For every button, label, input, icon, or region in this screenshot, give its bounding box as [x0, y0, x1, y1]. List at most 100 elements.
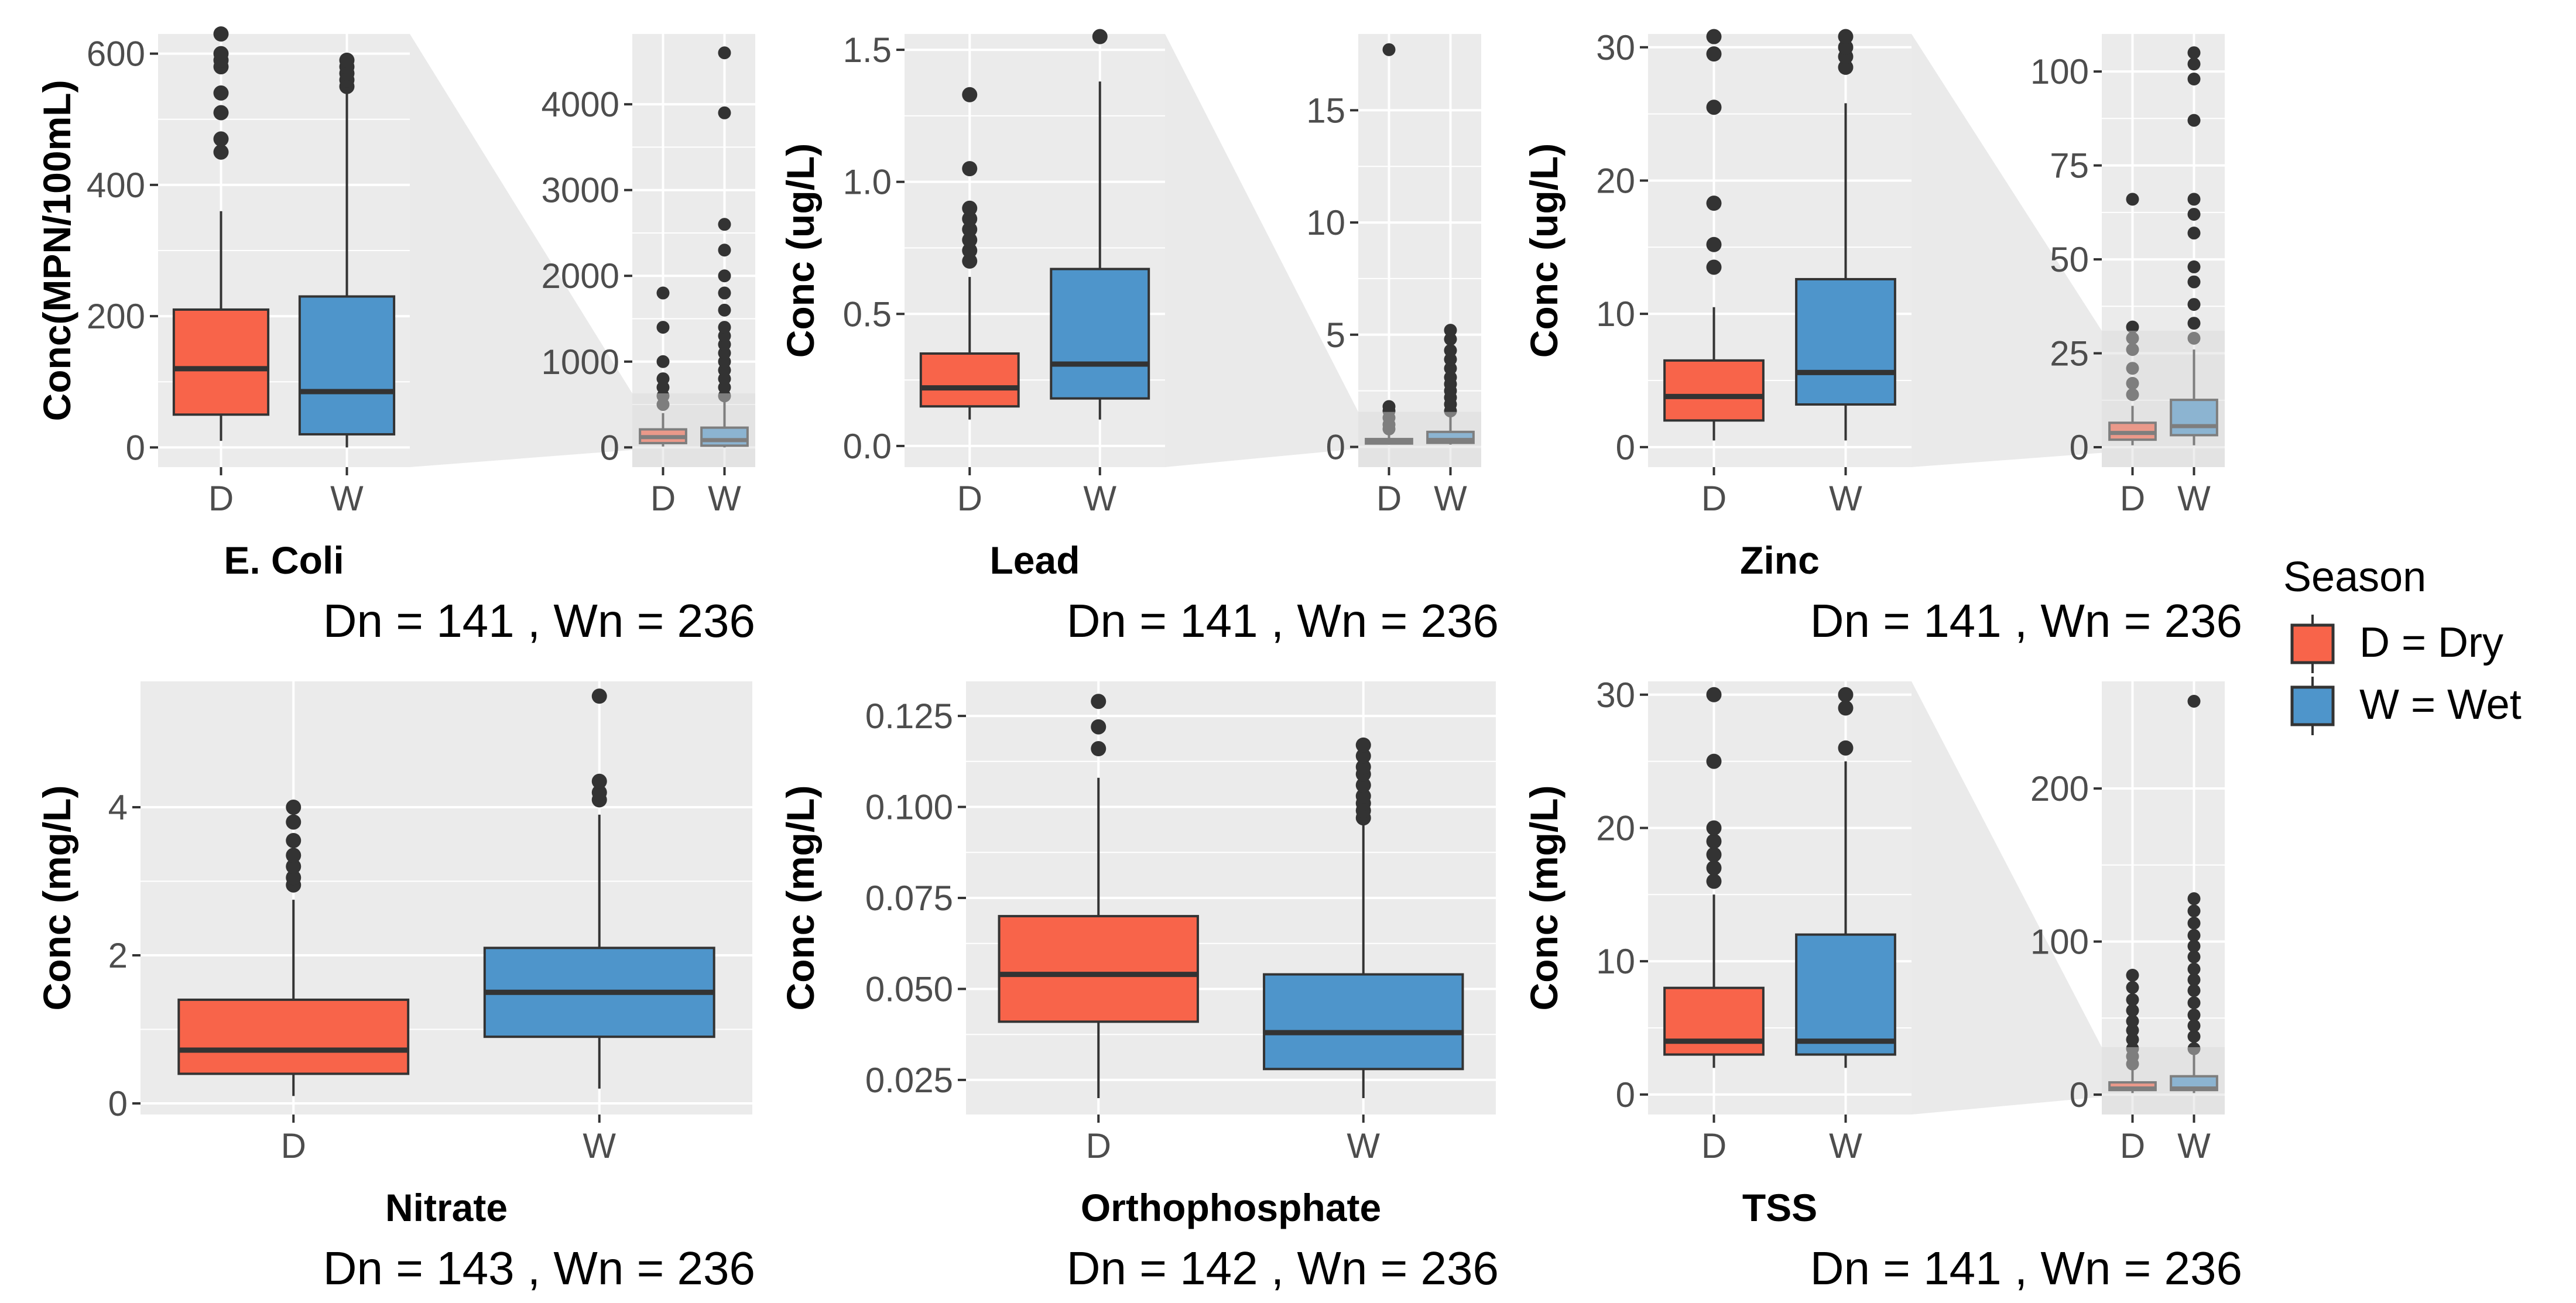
tss-main-outlier-D: [1706, 873, 1722, 889]
zinc-full-outlier-D: [2126, 388, 2139, 402]
ecoli-main-ytick-label: 0: [126, 428, 145, 467]
ortho-sample-count: Dn = 142 , Wn = 236: [1067, 1242, 1499, 1294]
ecoli-full-ytick-label: 1000: [542, 342, 619, 382]
tss-main-outlier-D: [1706, 687, 1722, 702]
zinc-full-xtick-label: D: [2120, 479, 2145, 518]
tss-full-ytick-label: 0: [2070, 1075, 2089, 1115]
ortho-main-outlier-W: [1355, 748, 1371, 764]
tss-full-outlier-W: [2187, 1030, 2201, 1043]
zinc-main-ytick-label: 20: [1596, 161, 1635, 200]
zinc-full-outlier-D: [2126, 320, 2139, 334]
zoom-region-lead: [1358, 412, 1481, 467]
lead-full-outlier-D: [1382, 43, 1396, 56]
nitrate-title: Nitrate: [385, 1186, 508, 1229]
lead-main-box-D: [919, 352, 1020, 408]
nitrate-main-outlier-D: [286, 859, 302, 875]
ecoli-main-ytick-label: 600: [87, 35, 145, 74]
lead-sample-count: Dn = 141 , Wn = 236: [1067, 595, 1499, 647]
zinc-full-outlier-W: [2187, 193, 2201, 206]
lead-main-ytick-label: 1.5: [843, 30, 892, 70]
zoom-region-zinc: [2102, 331, 2225, 467]
zinc-full-outlier-W: [2187, 331, 2201, 345]
lead-main-outlier-D: [962, 232, 978, 248]
lead-main-outlier-D: [962, 87, 978, 102]
ecoli-main-outlier-D: [213, 46, 229, 61]
zinc-main-outlier-D: [1706, 29, 1722, 44]
tss-title: TSS: [1742, 1186, 1817, 1229]
lead-full-outlier-W: [1444, 371, 1457, 384]
lead-full-outlier-W: [1444, 352, 1457, 366]
zinc-full-outlier-D: [2126, 362, 2139, 375]
legend-key-dry: [2290, 623, 2335, 664]
zinc-full-ytick-label: 0: [2070, 428, 2089, 467]
zinc-full-outlier-D: [2126, 343, 2139, 356]
zinc-main-outlier-D: [1706, 236, 1722, 252]
tss-full-outlier-D: [2126, 1004, 2139, 1017]
lead-full-outlier-W: [1444, 344, 1457, 357]
ecoli-main-box-W: [298, 295, 396, 436]
ortho-main-ytick-label: 0.050: [865, 969, 953, 1009]
nitrate-main-box-D: [177, 998, 410, 1075]
ecoli-main-box-D: [172, 308, 270, 416]
tss-main-ytick-label: 0: [1616, 1075, 1635, 1115]
lead-full-xtick-label: W: [1434, 479, 1467, 518]
ecoli-main-xtick-label: D: [208, 479, 234, 518]
lead-main-box-W: [1050, 268, 1150, 400]
zinc-main-outlier-W: [1838, 39, 1854, 55]
ortho-main-outlier-W: [1355, 788, 1371, 804]
ecoli-main-outlier-W: [339, 52, 355, 68]
tss-main-outlier-D: [1706, 847, 1722, 862]
zinc-full-outlier-W: [2187, 114, 2201, 127]
tss-full-outlier-W: [2187, 1019, 2201, 1033]
nitrate-main-outlier-W: [591, 688, 607, 704]
zinc-main-ytick-label: 10: [1596, 294, 1635, 334]
ortho-ylabel: Conc (mg/L): [779, 786, 822, 1011]
tss-full-outlier-W: [2187, 962, 2201, 976]
ortho-main-outlier-D: [1091, 741, 1107, 757]
tss-main-outlier-D: [1706, 860, 1722, 876]
tss-full-outlier-W: [2187, 996, 2201, 1010]
ecoli-full-outlier-W: [718, 269, 731, 283]
zoom-region-tss: [2102, 1047, 2225, 1115]
lead-full-ytick-label: 5: [1326, 316, 1345, 355]
ecoli-main-outlier-D: [213, 85, 229, 101]
lead-full-ytick-label: 15: [1306, 91, 1345, 130]
tss-full-ytick-label: 200: [2030, 769, 2089, 808]
tss-full-outlier-W: [2187, 917, 2201, 930]
tss-full-outlier-D: [2126, 980, 2139, 994]
tss-main-outlier-W: [1838, 740, 1854, 756]
nitrate-main-ytick-label: 4: [108, 788, 128, 827]
lead-main-ytick-label: 0.0: [843, 427, 892, 466]
ortho-main-outlier-W: [1355, 737, 1371, 753]
lead-full-panel: [1358, 34, 1481, 467]
zinc-full-outlier-W: [2187, 57, 2201, 71]
zinc-full-outlier-D: [2126, 331, 2139, 345]
legend-item-wet: W = Wet: [2290, 677, 2522, 735]
zoom-connector-ecoli: [410, 34, 632, 467]
ecoli-sample-count: Dn = 141 , Wn = 236: [323, 595, 755, 647]
zinc-main-outlier-D: [1706, 46, 1722, 62]
tss-main-outlier-D: [1706, 834, 1722, 849]
zinc-main-xtick-label: W: [1829, 479, 1862, 518]
nitrate-main-outlier-D: [286, 814, 302, 830]
tss-full-outlier-D: [2126, 969, 2139, 982]
ortho-main-box-D: [998, 915, 1199, 1023]
ecoli-full-outlier-W: [718, 106, 731, 119]
zinc-full-outlier-W: [2187, 208, 2201, 221]
nitrate-main-xtick-label: W: [583, 1126, 616, 1165]
ecoli-full-ytick-label: 2000: [542, 256, 619, 296]
lead-main-outlier-D: [962, 253, 978, 269]
zinc-full-ytick-label: 100: [2030, 52, 2089, 91]
ecoli-main-outlier-D: [213, 131, 229, 147]
nitrate-ylabel: Conc (mg/L): [35, 786, 78, 1011]
ortho-main-ytick-label: 0.025: [865, 1061, 953, 1100]
ortho-main-outlier-W: [1355, 777, 1371, 793]
legend-label-wet: W = Wet: [2359, 681, 2522, 728]
zinc-full-outlier-W: [2187, 73, 2201, 86]
chart-nitrate: 0 2 4 D W Conc (mg/L) Nitrate Dn = 143 , Wn = 2…: [35, 681, 755, 1294]
lead-full-ytick-label: 0: [1326, 427, 1345, 467]
tss-full-xtick-label: D: [2120, 1126, 2145, 1165]
lead-full-outlier-W: [1444, 332, 1457, 346]
